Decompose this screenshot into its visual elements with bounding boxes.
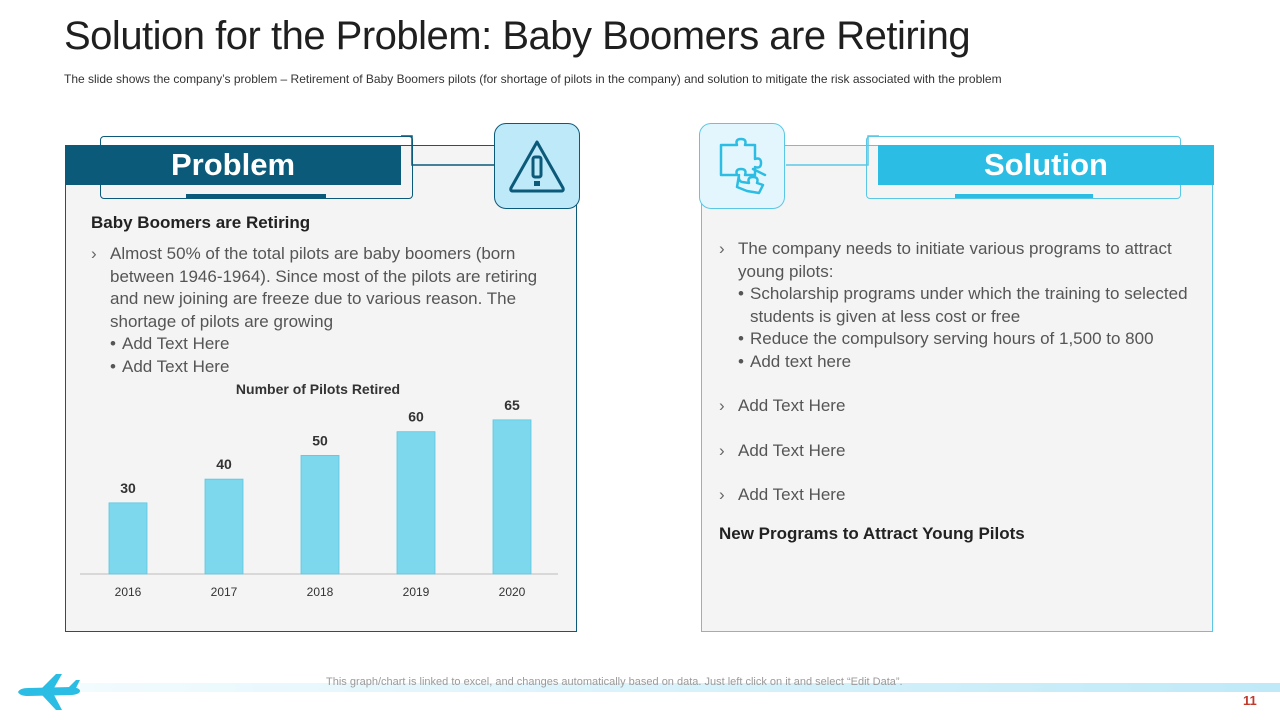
footnote: This graph/chart is linked to excel, and…: [326, 676, 903, 688]
bar-2016: [108, 502, 148, 575]
chevron-right-icon: ›: [91, 244, 97, 263]
problem-bullets: › Almost 50% of the total pilots are bab…: [91, 243, 551, 378]
pilots-retired-chart[interactable]: Number of Pilots Retired 30 2016 40 2017 50 20…: [78, 378, 568, 608]
problem-bullet: › Almost 50% of the total pilots are bab…: [91, 243, 551, 333]
bar-2019: [396, 431, 436, 575]
solution-extra-bullet: › Add Text Here: [719, 395, 1199, 418]
airplane-icon: [18, 674, 80, 710]
solution-sub-item: • Reduce the compulsory serving hours of…: [719, 328, 1199, 351]
bar-value-label: 65: [504, 397, 520, 413]
page-number: 11: [1243, 693, 1257, 708]
problem-sub-item-text: Add Text Here: [122, 334, 230, 353]
solution-banner: Solution: [878, 145, 1214, 185]
solution-connector: [786, 135, 879, 166]
solution-extra-bullet: › Add Text Here: [719, 484, 1199, 507]
chevron-right-icon: ›: [719, 440, 725, 460]
solution-footer-heading: New Programs to Attract Young Pilots: [719, 524, 1025, 543]
x-tick-label: 2016: [115, 585, 142, 599]
solution-extra-bullet-text: Add Text Here: [738, 440, 846, 460]
x-tick-label: 2017: [211, 585, 238, 599]
chevron-right-icon: ›: [719, 485, 725, 504]
solution-sub-item: • Add text here: [719, 351, 1199, 374]
chevron-right-icon: ›: [719, 396, 725, 415]
solution-banner-tab: [955, 194, 1093, 198]
problem-sub-item: • Add Text Here: [91, 356, 551, 379]
problem-icon-box: [494, 123, 580, 209]
solution-sub-item: • Scholarship programs under which the t…: [719, 283, 1199, 328]
solution-extra-bullet: › Add Text Here: [719, 440, 1199, 463]
x-tick-label: 2018: [307, 585, 334, 599]
problem-bullet-text: Almost 50% of the total pilots are baby …: [110, 244, 538, 331]
bullet-dot-icon: •: [738, 351, 744, 371]
bar-2018: [300, 455, 340, 575]
bar-value-label: 40: [216, 456, 232, 472]
warning-icon: [509, 140, 565, 193]
footer-band: [80, 683, 1280, 692]
bullet-dot-icon: •: [738, 329, 744, 348]
bar-value-label: 30: [120, 480, 136, 496]
slide-subtitle: The slide shows the company’s problem – …: [64, 72, 1002, 86]
solution-extra-bullet-text: Add Text Here: [738, 485, 846, 504]
solution-sub-item-text: Scholarship programs under which the tra…: [750, 284, 1188, 326]
solution-icon-box: [699, 123, 785, 209]
puzzle-icon: [719, 137, 767, 195]
solution-main-bullet-text: The company needs to initiate various pr…: [738, 239, 1172, 281]
bar-2020: [492, 419, 532, 575]
bar-2017: [204, 478, 244, 575]
problem-banner-tab: [186, 194, 326, 198]
chart-title: Number of Pilots Retired: [236, 381, 400, 397]
x-tick-label: 2020: [499, 585, 526, 599]
solution-sub-item-text: Reduce the compulsory serving hours of 1…: [750, 329, 1154, 348]
problem-banner: Problem: [65, 145, 401, 185]
solution-main-bullet: › The company needs to initiate various …: [719, 238, 1199, 283]
problem-sub-item: • Add Text Here: [91, 333, 551, 356]
solution-panel: [701, 145, 1213, 632]
bar-value-label: 60: [408, 409, 424, 425]
solution-sub-item-text: Add text here: [750, 351, 852, 371]
x-tick-label: 2019: [403, 585, 430, 599]
solution-bullets: › The company needs to initiate various …: [719, 238, 1199, 507]
problem-sub-item-text: Add Text Here: [122, 356, 230, 376]
problem-connector: [401, 135, 496, 166]
bullet-dot-icon: •: [110, 356, 116, 376]
problem-heading: Baby Boomers are Retiring: [91, 213, 311, 232]
solution-extra-bullet-text: Add Text Here: [738, 396, 846, 415]
slide-title: Solution for the Problem: Baby Boomers a…: [64, 14, 971, 58]
bullet-dot-icon: •: [738, 284, 744, 303]
bar-value-label: 50: [312, 432, 328, 448]
chevron-right-icon: ›: [719, 239, 725, 258]
bullet-dot-icon: •: [110, 334, 116, 353]
